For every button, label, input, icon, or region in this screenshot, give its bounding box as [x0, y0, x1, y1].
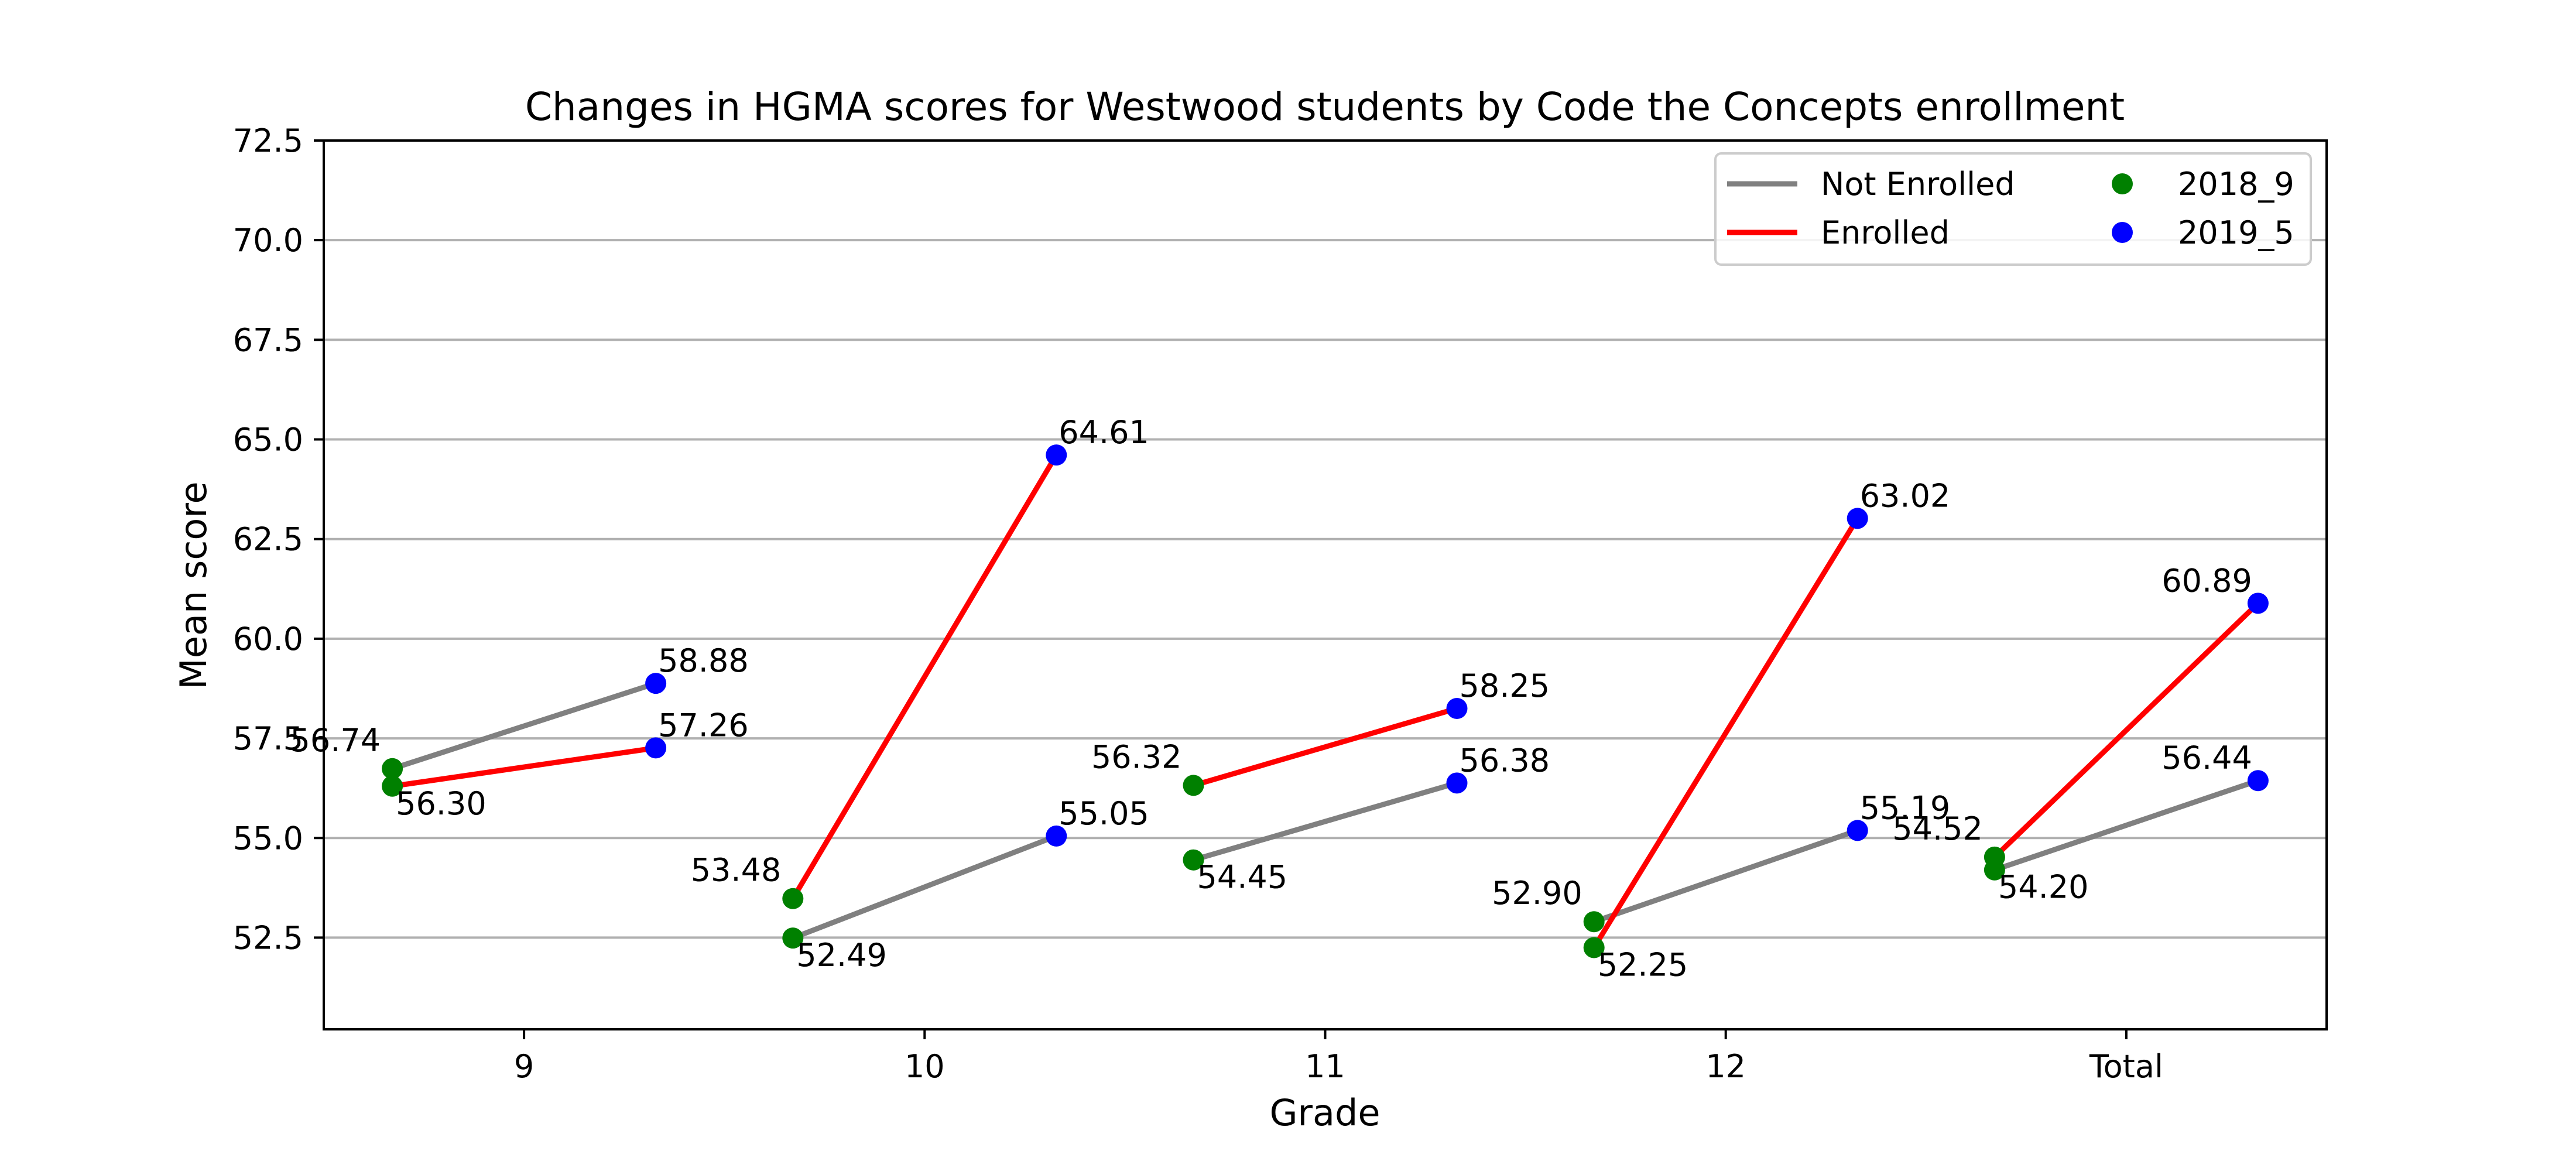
series-line-enrolled	[790, 453, 1059, 900]
point-2019-5-enrolled	[2247, 593, 2269, 614]
data-label-2019-5-enrolled: 57.26	[658, 707, 749, 744]
x-tick-label: 9	[514, 1048, 534, 1085]
series-line-not-enrolled	[1993, 778, 2259, 872]
data-label-2018-9-not-enrolled: 54.20	[1998, 869, 2089, 906]
point-2019-5-enrolled	[645, 737, 667, 759]
data-label-2018-9-enrolled: 54.52	[1892, 810, 1983, 847]
y-tick-label: 62.5	[233, 521, 303, 558]
series-line-not-enrolled	[1593, 828, 1859, 925]
data-label-2018-9-not-enrolled: 52.49	[796, 937, 887, 974]
data-label-2019-5-enrolled: 64.61	[1059, 414, 1149, 451]
data-label-2018-9-enrolled: 53.48	[691, 852, 782, 889]
point-2018-9-enrolled	[382, 775, 403, 797]
data-label-2018-9-enrolled: 56.30	[396, 785, 487, 822]
x-tick-label: 10	[905, 1048, 945, 1085]
y-tick-label: 65.0	[233, 422, 303, 458]
series-line-enrolled	[1193, 706, 1458, 788]
point-2019-5-enrolled	[1847, 508, 1868, 529]
data-label-2019-5-not-enrolled: 56.38	[1460, 742, 1550, 779]
data-label-2018-9-not-enrolled: 54.45	[1197, 859, 1288, 896]
y-tick-label: 55.0	[233, 820, 303, 857]
legend-marker-2019-5	[2112, 222, 2133, 243]
data-label-2019-5-not-enrolled: 58.88	[658, 642, 749, 679]
point-2019-5-not-enrolled	[2247, 770, 2269, 792]
data-label-2019-5-not-enrolled: 55.19	[1860, 789, 1951, 826]
y-tick-label: 70.0	[233, 222, 303, 259]
point-2018-9-not-enrolled	[1583, 911, 1605, 933]
data-label-2019-5-enrolled: 63.02	[1860, 477, 1951, 514]
y-tick-label: 57.5	[233, 720, 303, 757]
data-label-2018-9-enrolled: 56.32	[1091, 738, 1182, 775]
data-label-2018-9-not-enrolled: 56.74	[290, 722, 381, 759]
point-2018-9-enrolled	[782, 888, 804, 909]
point-2019-5-not-enrolled	[1847, 820, 1868, 841]
x-tick-label: 12	[1705, 1048, 1746, 1085]
data-label-2019-5-enrolled: 58.25	[1460, 667, 1550, 704]
series-line-enrolled	[1591, 516, 1860, 949]
point-2019-5-enrolled	[1046, 444, 1067, 466]
lines-layer	[391, 453, 2260, 949]
y-tick-label: 67.5	[233, 321, 303, 358]
point-2019-5-not-enrolled	[1046, 825, 1067, 847]
series-line-not-enrolled	[792, 833, 1057, 941]
x-tick-label: Total	[2089, 1048, 2163, 1085]
legend-label-not-enrolled: Not Enrolled	[1821, 166, 2015, 203]
y-tick-label: 52.5	[233, 919, 303, 956]
x-tick-label: 11	[1305, 1048, 1345, 1085]
series-line-not-enrolled	[391, 680, 657, 772]
point-2018-9-enrolled	[1183, 775, 1204, 796]
series-line-not-enrolled	[1193, 780, 1458, 863]
point-2018-9-enrolled	[1984, 846, 2005, 868]
legend-marker-2018-9	[2112, 173, 2133, 194]
y-tick-label: 60.0	[233, 621, 303, 658]
data-label-2018-9-not-enrolled: 52.90	[1492, 875, 1582, 912]
legend-label-2018-9: 2018_9	[2178, 166, 2294, 203]
series-line-enrolled	[1992, 601, 2260, 860]
series-line-enrolled	[392, 745, 656, 789]
data-label-2019-5-not-enrolled: 56.44	[2161, 739, 2252, 776]
y-tick-label: 72.5	[233, 122, 303, 159]
point-2018-9-not-enrolled	[782, 927, 804, 949]
points-layer	[382, 444, 2269, 958]
labels-layer: 56.74 58.88 52.49 55.05 54.45 56.38 52.90 55.19…	[290, 414, 2252, 983]
legend-box	[1714, 152, 2312, 266]
x-axis-title: Grade	[1269, 1091, 1380, 1134]
chart-title: Changes in HGMA scores for Westwood stud…	[525, 84, 2125, 129]
data-label-2018-9-enrolled: 52.25	[1598, 946, 1688, 983]
legend-label-enrolled: Enrolled	[1821, 214, 1950, 251]
y-axis-title: Mean score	[172, 481, 215, 689]
point-2018-9-not-enrolled	[382, 758, 403, 779]
point-2019-5-enrolled	[1446, 698, 1468, 720]
point-2019-5-not-enrolled	[1446, 772, 1468, 794]
legend-label-2019-5: 2019_5	[2178, 214, 2294, 251]
point-2019-5-not-enrolled	[645, 673, 667, 694]
point-2018-9-not-enrolled	[1183, 849, 1204, 871]
legend: Not Enrolled Enrolled 2018_9 2019_5	[1714, 152, 2312, 266]
data-label-2019-5-enrolled: 60.89	[2161, 562, 2252, 599]
ticks-layer: 52.5 55.0 57.5 60.0 62.5 65.0 67.5 70.0 72.5 9 10 1…	[233, 122, 2163, 1085]
point-2018-9-enrolled	[1583, 937, 1605, 958]
data-label-2019-5-not-enrolled: 55.05	[1059, 795, 1149, 832]
